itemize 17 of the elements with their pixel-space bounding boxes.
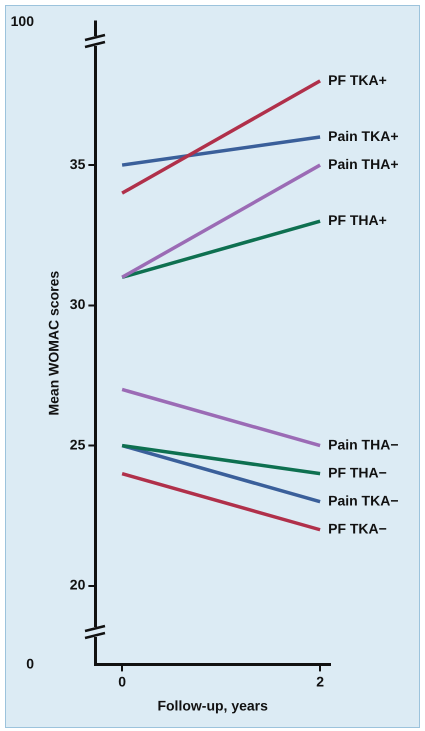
x-axis-title: Follow-up, years [157, 697, 268, 714]
series-label: Pain THA+ [328, 156, 399, 172]
text: 100 [10, 12, 34, 29]
series-label: PF THA− [328, 464, 387, 481]
series-label: PF TKA+ [328, 72, 387, 88]
x-tick-label: 2 [316, 674, 324, 690]
y-tick-label: 20 [70, 576, 86, 593]
series-label: Pain THA− [328, 436, 399, 452]
series-label: Pain TKA+ [328, 128, 399, 144]
series-label: PF TKA− [328, 520, 387, 537]
text: 0 [26, 655, 34, 672]
y-tick-label: 30 [70, 296, 86, 312]
series-label: Pain TKA− [328, 492, 399, 509]
y-axis-title: Mean WOMAC scores [45, 270, 62, 416]
series-label: PF THA+ [328, 212, 387, 228]
y-tick-label: 25 [70, 436, 86, 452]
y-tick-label: 35 [70, 156, 86, 172]
